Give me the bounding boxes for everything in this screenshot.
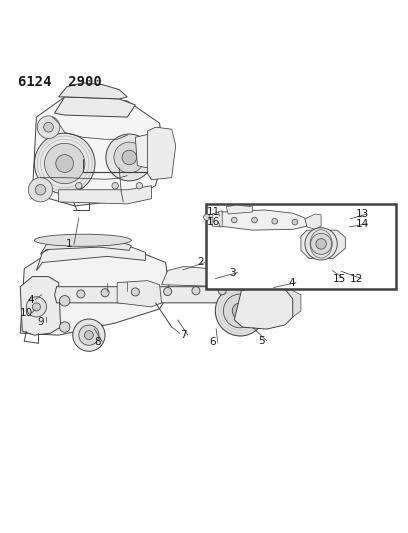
Circle shape (224, 294, 257, 328)
Polygon shape (264, 287, 301, 317)
Circle shape (316, 239, 326, 249)
Circle shape (231, 217, 237, 223)
Circle shape (192, 287, 200, 295)
Text: 16: 16 (207, 217, 220, 227)
Polygon shape (55, 287, 246, 303)
Circle shape (44, 123, 53, 132)
Polygon shape (220, 210, 307, 230)
Text: 2: 2 (197, 257, 204, 268)
Text: 9: 9 (38, 317, 44, 327)
Text: 11: 11 (207, 207, 220, 216)
Text: 5: 5 (259, 336, 265, 346)
Polygon shape (20, 277, 61, 335)
Polygon shape (117, 281, 162, 307)
Text: 3: 3 (229, 268, 236, 278)
Circle shape (218, 287, 226, 295)
Circle shape (164, 287, 172, 296)
Polygon shape (162, 266, 244, 290)
Polygon shape (234, 285, 293, 329)
Circle shape (35, 184, 46, 195)
Circle shape (204, 214, 210, 221)
Circle shape (79, 325, 99, 345)
Circle shape (60, 322, 70, 332)
Circle shape (28, 177, 53, 202)
Polygon shape (301, 230, 345, 259)
Circle shape (131, 288, 140, 296)
Circle shape (60, 296, 70, 306)
Circle shape (44, 143, 85, 184)
Circle shape (136, 182, 143, 189)
Polygon shape (59, 83, 127, 99)
Text: 14: 14 (356, 219, 369, 229)
Ellipse shape (34, 234, 131, 246)
Text: 4: 4 (288, 278, 295, 288)
Text: 1: 1 (66, 239, 73, 249)
Circle shape (77, 290, 85, 298)
Circle shape (84, 330, 93, 340)
Text: 15: 15 (333, 273, 346, 284)
Polygon shape (305, 214, 321, 229)
Circle shape (112, 182, 118, 189)
Polygon shape (55, 97, 135, 117)
Circle shape (37, 116, 60, 139)
Circle shape (114, 142, 145, 173)
Circle shape (252, 217, 257, 223)
Text: 6124  2900: 6124 2900 (18, 75, 102, 89)
Text: 10: 10 (20, 308, 33, 318)
Polygon shape (212, 211, 222, 227)
Polygon shape (20, 251, 170, 335)
Text: 13: 13 (356, 209, 369, 219)
Text: 12: 12 (350, 273, 364, 284)
Circle shape (272, 219, 277, 224)
Polygon shape (226, 205, 253, 214)
Polygon shape (40, 237, 131, 254)
Text: 7: 7 (180, 330, 186, 340)
Circle shape (292, 219, 298, 225)
Circle shape (122, 150, 137, 165)
Polygon shape (36, 244, 145, 271)
Circle shape (32, 303, 40, 311)
Text: 8: 8 (94, 337, 101, 346)
Circle shape (26, 297, 47, 317)
Circle shape (215, 286, 265, 336)
Circle shape (106, 134, 153, 181)
Circle shape (73, 319, 105, 351)
Text: 4: 4 (27, 295, 34, 305)
Polygon shape (135, 131, 172, 167)
Polygon shape (59, 185, 151, 204)
Circle shape (56, 155, 73, 172)
Circle shape (101, 289, 109, 297)
Bar (206, 204, 396, 289)
Circle shape (232, 303, 248, 319)
Circle shape (75, 182, 82, 189)
Circle shape (34, 133, 95, 194)
Circle shape (310, 233, 332, 254)
Text: 6: 6 (210, 337, 216, 348)
Polygon shape (32, 97, 164, 206)
Polygon shape (147, 127, 176, 180)
Circle shape (305, 228, 337, 260)
